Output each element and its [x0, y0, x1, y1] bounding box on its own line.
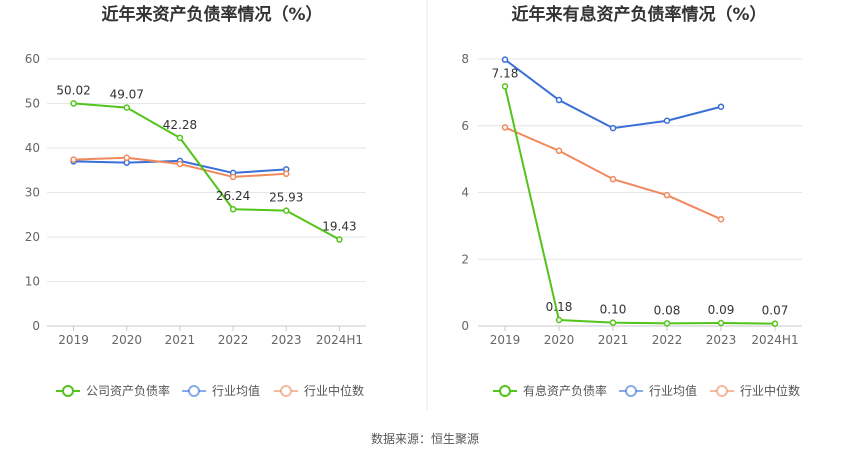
- legend-item-3[interactable]: 行业中位数: [274, 383, 364, 398]
- x-tick-label: 2019: [490, 333, 521, 347]
- chart-title: 近年来资产负债率情况（%）: [101, 4, 322, 25]
- data-point: [501, 124, 509, 131]
- legend-label: 行业中位数: [740, 383, 800, 398]
- data-point: [229, 205, 237, 213]
- data-label: 0.08: [654, 303, 681, 317]
- data-point: [283, 170, 290, 178]
- data-point: [336, 236, 343, 243]
- y-tick-label: 10: [25, 275, 40, 289]
- y-tick-label: 30: [25, 186, 40, 200]
- legend-marker: [625, 385, 637, 397]
- y-tick-label: 40: [25, 141, 40, 155]
- data-point: [555, 316, 563, 324]
- data-point: [501, 56, 509, 63]
- legend-label: 行业中位数: [304, 383, 364, 398]
- x-tick-label: 2023: [706, 333, 737, 347]
- x-tick-label: 2022: [218, 333, 249, 347]
- x-tick-label: 2021: [598, 333, 629, 347]
- data-point: [176, 160, 184, 168]
- x-tick-label: 2021: [165, 333, 196, 347]
- chart-title: 近年来有息资产负债率情况（%）: [511, 4, 766, 25]
- data-label: 19.43: [322, 220, 356, 234]
- x-tick-label: 2020: [111, 333, 142, 347]
- data-point: [717, 319, 725, 327]
- data-label: 0.10: [600, 303, 627, 317]
- y-tick-label: 0: [32, 319, 40, 333]
- legend-marker: [62, 385, 74, 397]
- x-tick-label: 2024H1: [751, 333, 798, 347]
- data-point: [609, 319, 617, 326]
- chart-panel-2: 近年来有息资产负债率情况（%） 0 2 4 6 8 2019 2020 2021 2022 2023…: [461, 4, 802, 398]
- x-tick-label: 2020: [544, 333, 575, 347]
- y-tick-label: 2: [461, 252, 469, 266]
- data-point: [663, 320, 671, 327]
- series-line-3: [504, 126, 722, 221]
- data-label: 0.09: [708, 303, 735, 317]
- series-line-2: [504, 58, 722, 130]
- data-point: [283, 207, 290, 214]
- data-label: 7.18: [492, 66, 519, 80]
- data-point: [663, 191, 671, 199]
- legend-item-2[interactable]: 行业均值: [182, 383, 260, 398]
- x-tick-label: 2023: [271, 333, 302, 347]
- data-point: [176, 134, 184, 142]
- data-point: [70, 100, 77, 107]
- data-point: [555, 96, 563, 104]
- chart-panel-1: 近年来资产负债率情况（%） 0 10 20 30 40 50 60 2019 2020 2021 20…: [25, 4, 366, 398]
- data-label: 42.28: [163, 118, 197, 132]
- y-tick-label: 60: [25, 52, 40, 66]
- y-tick-label: 50: [25, 97, 40, 111]
- data-point: [229, 173, 237, 181]
- data-label: 0.18: [546, 300, 573, 314]
- source-note: 数据来源：恒生聚源: [370, 432, 479, 446]
- legend-marker: [499, 385, 511, 397]
- data-label: 50.02: [56, 83, 90, 97]
- data-point: [555, 147, 563, 155]
- legend-item-3[interactable]: 行业中位数: [710, 383, 800, 398]
- data-point: [70, 156, 77, 163]
- data-point: [123, 104, 130, 111]
- legend-item-2[interactable]: 行业均值: [619, 383, 697, 398]
- data-point: [717, 103, 725, 110]
- y-tick-label: 4: [461, 186, 469, 200]
- data-point: [609, 124, 617, 132]
- data-point: [609, 175, 617, 183]
- legend-item-1[interactable]: 公司资产负债率: [56, 383, 170, 398]
- data-point: [123, 154, 130, 162]
- legend-marker: [716, 385, 728, 397]
- data-label: 0.07: [762, 304, 789, 318]
- x-tick-label: 2019: [58, 333, 89, 347]
- legend-marker: [188, 385, 200, 397]
- legend-label: 公司资产负债率: [86, 383, 170, 398]
- legend-item-1[interactable]: 有息资产负债率: [493, 383, 607, 398]
- data-label: 49.07: [110, 88, 144, 102]
- y-tick-label: 6: [461, 119, 469, 133]
- data-point: [717, 215, 725, 223]
- y-tick-label: 0: [461, 319, 469, 333]
- data-point: [771, 320, 779, 327]
- series-line-1: [504, 86, 776, 325]
- series-line-1: [73, 102, 340, 241]
- legend-label: 有息资产负债率: [523, 383, 607, 398]
- data-label: 26.24: [216, 189, 250, 203]
- y-tick-label: 8: [461, 52, 469, 66]
- legend-marker: [280, 385, 292, 397]
- data-point: [501, 83, 509, 90]
- x-tick-label: 2022: [652, 333, 683, 347]
- legend-label: 行业均值: [212, 383, 260, 398]
- data-label: 25.93: [269, 191, 303, 205]
- x-tick-label: 2024H1: [316, 333, 363, 347]
- legend-label: 行业均值: [649, 383, 697, 398]
- data-point: [663, 117, 671, 124]
- y-tick-label: 20: [25, 230, 40, 244]
